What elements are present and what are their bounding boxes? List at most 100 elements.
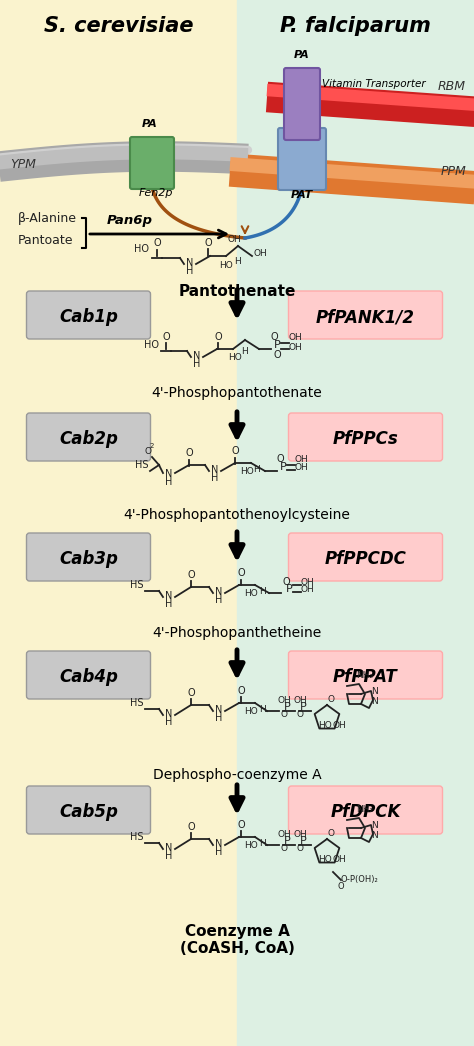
Text: N: N <box>372 697 378 706</box>
Text: HO: HO <box>240 467 254 476</box>
Text: H: H <box>165 477 173 487</box>
Text: O: O <box>204 238 212 248</box>
Text: O: O <box>185 448 193 458</box>
Text: HO: HO <box>228 353 242 362</box>
Text: Cab4p: Cab4p <box>59 668 118 686</box>
Text: OH: OH <box>332 721 346 730</box>
Text: NH₂: NH₂ <box>356 805 374 814</box>
Text: P: P <box>273 340 281 350</box>
Text: PfPPCDC: PfPPCDC <box>325 550 406 568</box>
Text: O: O <box>237 568 245 578</box>
Text: O: O <box>281 844 288 852</box>
Text: H: H <box>165 851 173 861</box>
Text: H: H <box>215 713 223 723</box>
Text: P: P <box>300 702 306 712</box>
Text: H: H <box>260 587 266 596</box>
Text: O: O <box>273 350 281 360</box>
Text: O: O <box>328 829 335 838</box>
Text: OH: OH <box>301 585 315 594</box>
Text: O: O <box>187 822 195 832</box>
Text: Dephospho-coenzyme A: Dephospho-coenzyme A <box>153 768 321 782</box>
Text: O: O <box>214 332 222 342</box>
Text: N: N <box>186 258 194 268</box>
Text: 2: 2 <box>150 444 154 449</box>
Text: O: O <box>145 447 152 456</box>
FancyBboxPatch shape <box>130 137 174 189</box>
Text: P: P <box>286 584 292 594</box>
Text: N: N <box>372 687 378 696</box>
Text: OH: OH <box>301 578 315 587</box>
Text: O: O <box>297 710 303 719</box>
Text: PA: PA <box>142 119 158 129</box>
Text: P: P <box>283 836 291 846</box>
Text: N: N <box>215 587 223 597</box>
Text: O-P(OH)₂: O-P(OH)₂ <box>341 876 379 884</box>
Text: Pantoate: Pantoate <box>18 234 73 247</box>
Text: Coenzyme A
(CoASH, CoA): Coenzyme A (CoASH, CoA) <box>180 924 294 956</box>
Text: OH: OH <box>293 696 307 705</box>
Text: O: O <box>237 820 245 829</box>
Text: O: O <box>337 882 344 891</box>
Text: β-Alanine: β-Alanine <box>18 212 77 225</box>
Text: OH: OH <box>254 249 268 258</box>
Text: OH: OH <box>277 829 291 839</box>
Text: O: O <box>153 238 161 248</box>
Text: N: N <box>165 709 173 719</box>
Text: N: N <box>165 469 173 479</box>
Text: H: H <box>211 473 219 483</box>
Text: S. cerevisiae: S. cerevisiae <box>44 16 193 36</box>
Text: Cab3p: Cab3p <box>59 550 118 568</box>
Text: N: N <box>215 705 223 715</box>
Text: HS: HS <box>130 698 144 708</box>
Text: HS: HS <box>135 460 149 470</box>
Text: PAT: PAT <box>291 190 313 200</box>
FancyBboxPatch shape <box>27 291 151 339</box>
Text: 4'-Phosphopantothenate: 4'-Phosphopantothenate <box>152 386 322 400</box>
Text: OH: OH <box>289 333 303 342</box>
Text: HO: HO <box>244 841 258 850</box>
Text: PfPPCs: PfPPCs <box>333 430 398 448</box>
Text: OH: OH <box>277 696 291 705</box>
Text: 4'-Phosphopantothenoylcysteine: 4'-Phosphopantothenoylcysteine <box>124 508 350 522</box>
Bar <box>237 0 474 1046</box>
Text: O: O <box>187 570 195 579</box>
FancyBboxPatch shape <box>289 786 443 834</box>
Text: RBM: RBM <box>438 79 466 93</box>
Text: H: H <box>242 347 248 356</box>
FancyBboxPatch shape <box>27 413 151 461</box>
Text: NH₂: NH₂ <box>356 670 374 680</box>
Bar <box>0 0 237 1046</box>
Text: H: H <box>235 257 241 266</box>
FancyBboxPatch shape <box>27 651 151 699</box>
Text: N: N <box>193 351 201 361</box>
Text: H: H <box>215 595 223 605</box>
Text: PfDPCK: PfDPCK <box>330 803 401 821</box>
FancyBboxPatch shape <box>289 291 443 339</box>
FancyBboxPatch shape <box>289 533 443 581</box>
Text: Pantothenate: Pantothenate <box>178 285 296 299</box>
Text: HS: HS <box>130 579 144 590</box>
Text: H: H <box>186 266 194 276</box>
Text: O: O <box>328 695 335 704</box>
Text: N: N <box>211 465 219 475</box>
Text: H: H <box>193 359 201 369</box>
Text: P: P <box>280 462 286 472</box>
Text: PA: PA <box>294 50 310 60</box>
Text: PfPPAT: PfPPAT <box>333 668 398 686</box>
Text: H: H <box>165 717 173 727</box>
Text: HO: HO <box>135 244 149 254</box>
Text: P: P <box>300 836 306 846</box>
Text: N: N <box>372 821 378 829</box>
Text: 4'-Phosphopanthetheine: 4'-Phosphopanthetheine <box>152 626 322 640</box>
Text: O: O <box>270 332 278 342</box>
Text: HO: HO <box>219 262 233 270</box>
FancyBboxPatch shape <box>289 413 443 461</box>
Text: N: N <box>165 591 173 601</box>
Text: H: H <box>260 839 266 848</box>
Text: O: O <box>297 844 303 852</box>
Text: P. falciparum: P. falciparum <box>280 16 431 36</box>
Text: OH: OH <box>293 829 307 839</box>
Text: N: N <box>215 839 223 849</box>
Text: OH: OH <box>332 855 346 864</box>
Text: O: O <box>281 710 288 719</box>
